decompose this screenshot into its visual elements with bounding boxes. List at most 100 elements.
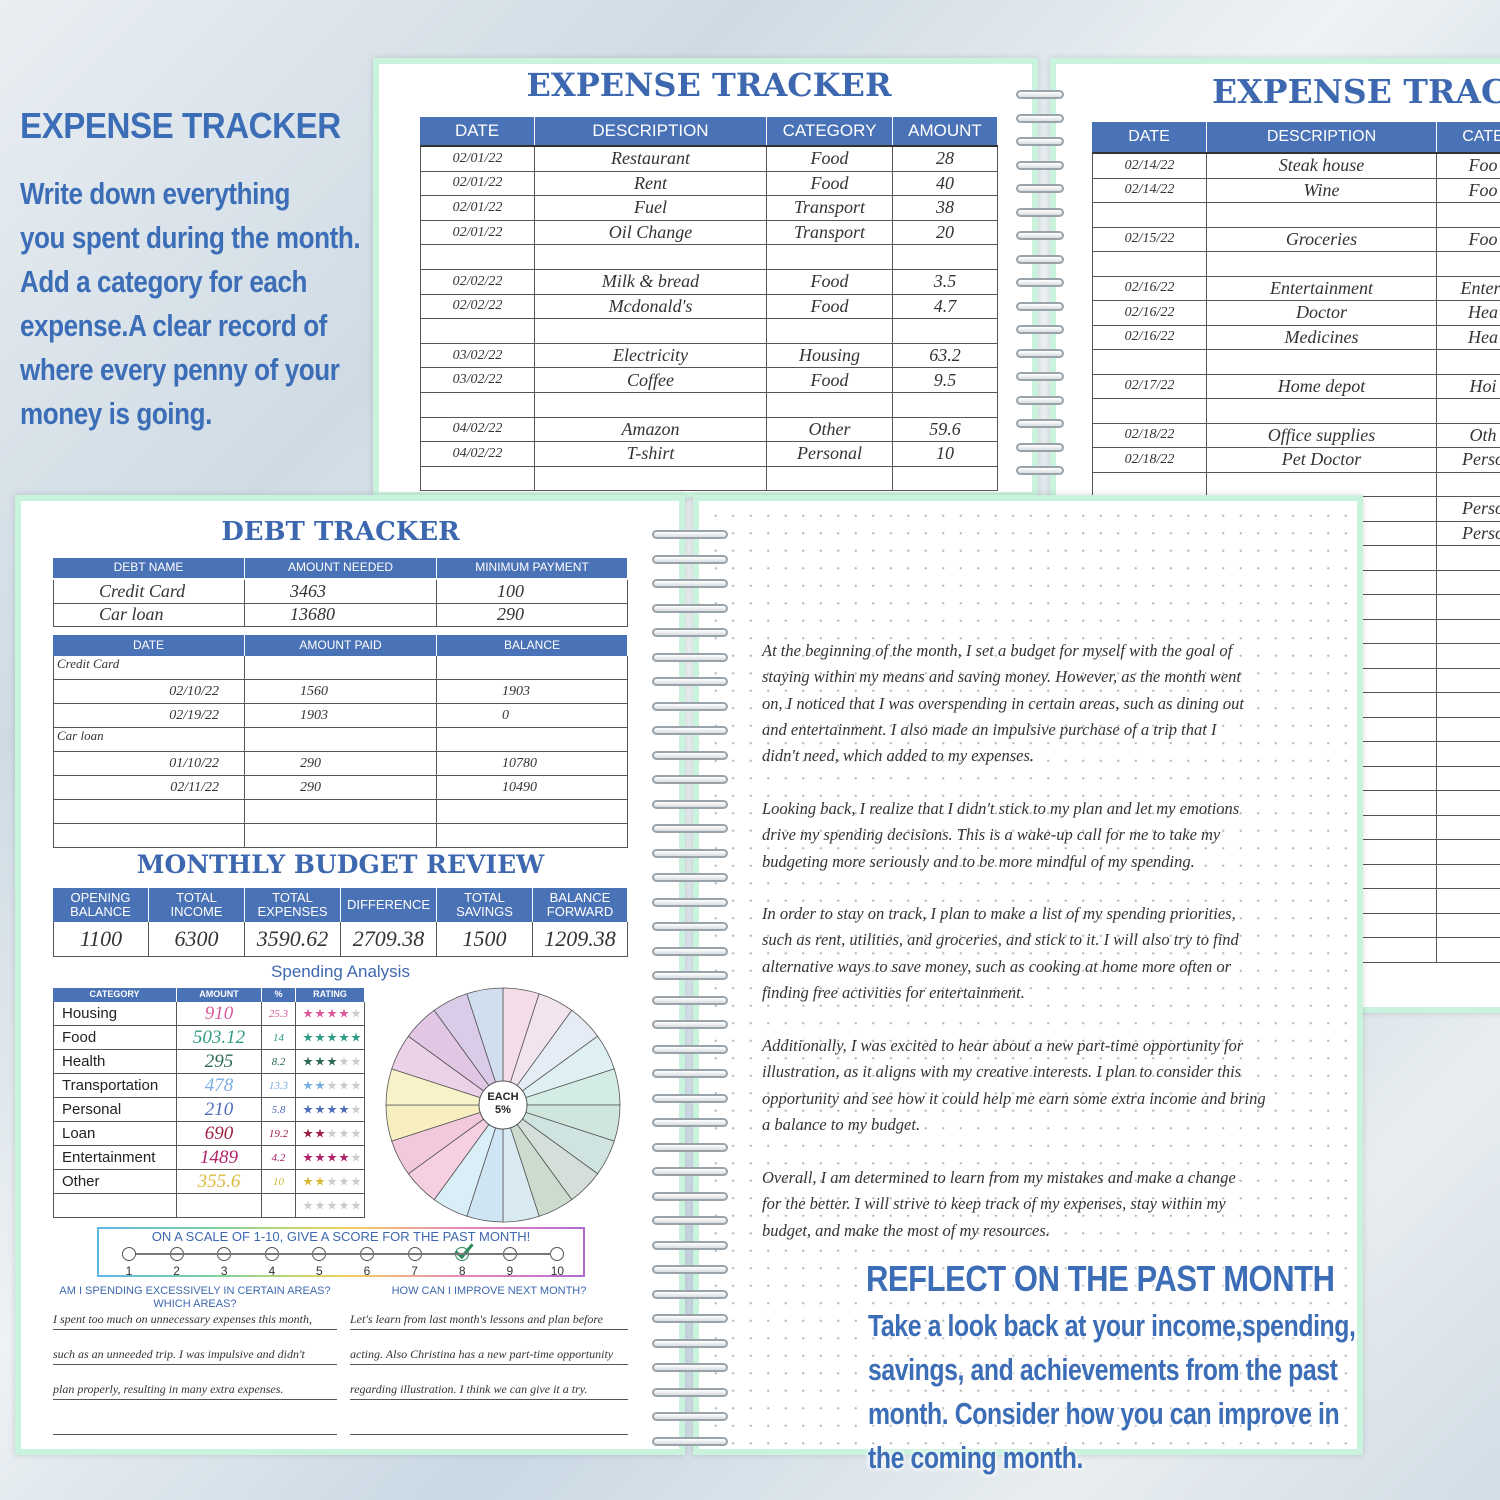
table-cell: 04/02/22 — [420, 442, 535, 467]
rating-star — [327, 1080, 337, 1090]
table-cell: 02/01/22 — [420, 147, 535, 172]
table-cell: Foo — [1437, 179, 1500, 203]
table-header: AMOUNT — [177, 988, 262, 1002]
table-cell — [1207, 203, 1437, 228]
table-cell: 02/16/22 — [1092, 325, 1207, 350]
journal-line: finding free activities for entertainmen… — [762, 982, 1025, 1002]
table-cell — [1437, 816, 1500, 840]
promo-line: month. Consider how you can improve in — [868, 1396, 1340, 1431]
spiral-ring — [652, 922, 728, 931]
table-cell: 290 — [245, 776, 437, 800]
rating-star — [351, 1008, 361, 1018]
table-cell: 210 — [177, 1098, 262, 1122]
table-cell: 02/16/22 — [1092, 301, 1207, 326]
spiral-ring — [652, 1412, 728, 1421]
rating-star — [339, 1128, 349, 1138]
rating-star — [303, 1152, 313, 1162]
table-cell — [1437, 889, 1500, 914]
table-cell — [1437, 840, 1500, 865]
pie-center — [478, 1080, 528, 1130]
promo-line: Write down everything — [20, 176, 290, 211]
table-cell — [1092, 472, 1207, 497]
table-cell: 40 — [893, 171, 998, 197]
table-cell: Food — [53, 1026, 177, 1050]
table-cell: 02/10/22 — [53, 680, 245, 704]
answer-rule — [350, 1399, 628, 1400]
spiral-ring — [652, 848, 728, 858]
budget-value: 1209.38 — [533, 922, 628, 957]
table-cell — [535, 245, 767, 270]
table-cell: 355.6 — [177, 1170, 262, 1194]
spiral-ring — [652, 946, 728, 956]
table-cell: Food — [767, 171, 893, 197]
answer-rule — [350, 1329, 628, 1330]
rating-star — [339, 1056, 349, 1066]
promo-line: savings, and achievements from the past — [868, 1352, 1338, 1387]
rating-star — [339, 1080, 349, 1090]
table-cell: 1903 — [245, 704, 437, 728]
spiral-ring — [652, 799, 728, 809]
table-header: DATE — [420, 117, 535, 145]
spiral-ring — [652, 726, 728, 735]
page-title: DEBT TRACKER — [221, 517, 460, 547]
rating-star — [303, 1008, 313, 1018]
journal-line: budget, and make the most of my resource… — [762, 1220, 1050, 1240]
table-cell: Medicines — [1207, 325, 1437, 350]
table-cell: 14 — [262, 1026, 296, 1050]
spiral-ring — [1016, 466, 1064, 475]
spiral-ring — [1016, 325, 1064, 334]
pie-label: EACH — [487, 1091, 519, 1103]
spiral-ring — [652, 1167, 728, 1176]
table-header: MINIMUM PAYMENT — [437, 558, 628, 578]
table-header: % — [262, 988, 296, 1002]
promo-line: where every penny of your — [20, 352, 340, 387]
table-cell: Office supplies — [1207, 423, 1437, 448]
table-cell: Transportation — [53, 1074, 177, 1098]
spiral-ring — [652, 1020, 728, 1029]
table-cell: Wine — [1207, 178, 1437, 203]
budget-value: 1100 — [53, 922, 149, 957]
table-cell: 02/02/22 — [420, 294, 535, 320]
score-label: 7 — [411, 1264, 418, 1278]
table-cell — [437, 728, 628, 752]
table-header: TOTAL INCOME — [149, 888, 245, 922]
table-cell — [262, 1194, 296, 1218]
journal-line: In order to stay on track, I plan to mak… — [762, 904, 1236, 923]
table-cell — [1092, 203, 1207, 228]
rating-star — [327, 1200, 337, 1210]
score-label: 10 — [550, 1264, 565, 1278]
spiral-ring — [652, 1265, 728, 1274]
table-cell: 20 — [893, 220, 998, 246]
spiral-ring — [652, 897, 728, 907]
pie-wheel — [385, 987, 621, 1223]
spiral-ring — [652, 677, 728, 686]
journal-line: Looking back, I realize that I didn't st… — [762, 799, 1240, 818]
table-cell — [767, 319, 893, 344]
table-cell — [245, 728, 437, 752]
table-cell — [245, 656, 437, 680]
table-cell: 13.3 — [262, 1074, 296, 1098]
answer-line: regarding illustration. I think we can g… — [350, 1382, 588, 1396]
table-cell: Foo — [1437, 154, 1500, 179]
rating-star — [327, 1056, 337, 1066]
spiral-ring — [652, 1387, 728, 1397]
table-cell: 25.3 — [262, 1002, 296, 1026]
promo-line: you spent during the month. — [20, 220, 361, 255]
table-cell: 690 — [177, 1122, 262, 1146]
table-cell: Mcdonald's — [535, 294, 767, 320]
table-cell: Hoi — [1437, 375, 1500, 399]
rating-cell — [296, 1170, 365, 1194]
table-cell: Home depot — [1207, 374, 1437, 399]
spiral-ring — [652, 1436, 728, 1446]
spiral-ring — [652, 995, 728, 1005]
score-circle — [122, 1247, 136, 1261]
rating-star — [327, 1008, 337, 1018]
table-header: AMOUNT PAID — [245, 635, 437, 656]
table-cell — [420, 319, 535, 344]
rating-cell — [296, 1146, 365, 1170]
table-cell — [1437, 571, 1500, 595]
table-cell: 10780 — [437, 752, 628, 776]
table-cell: 0 — [437, 704, 628, 728]
table-cell — [893, 466, 998, 492]
table-border — [1092, 152, 1500, 154]
